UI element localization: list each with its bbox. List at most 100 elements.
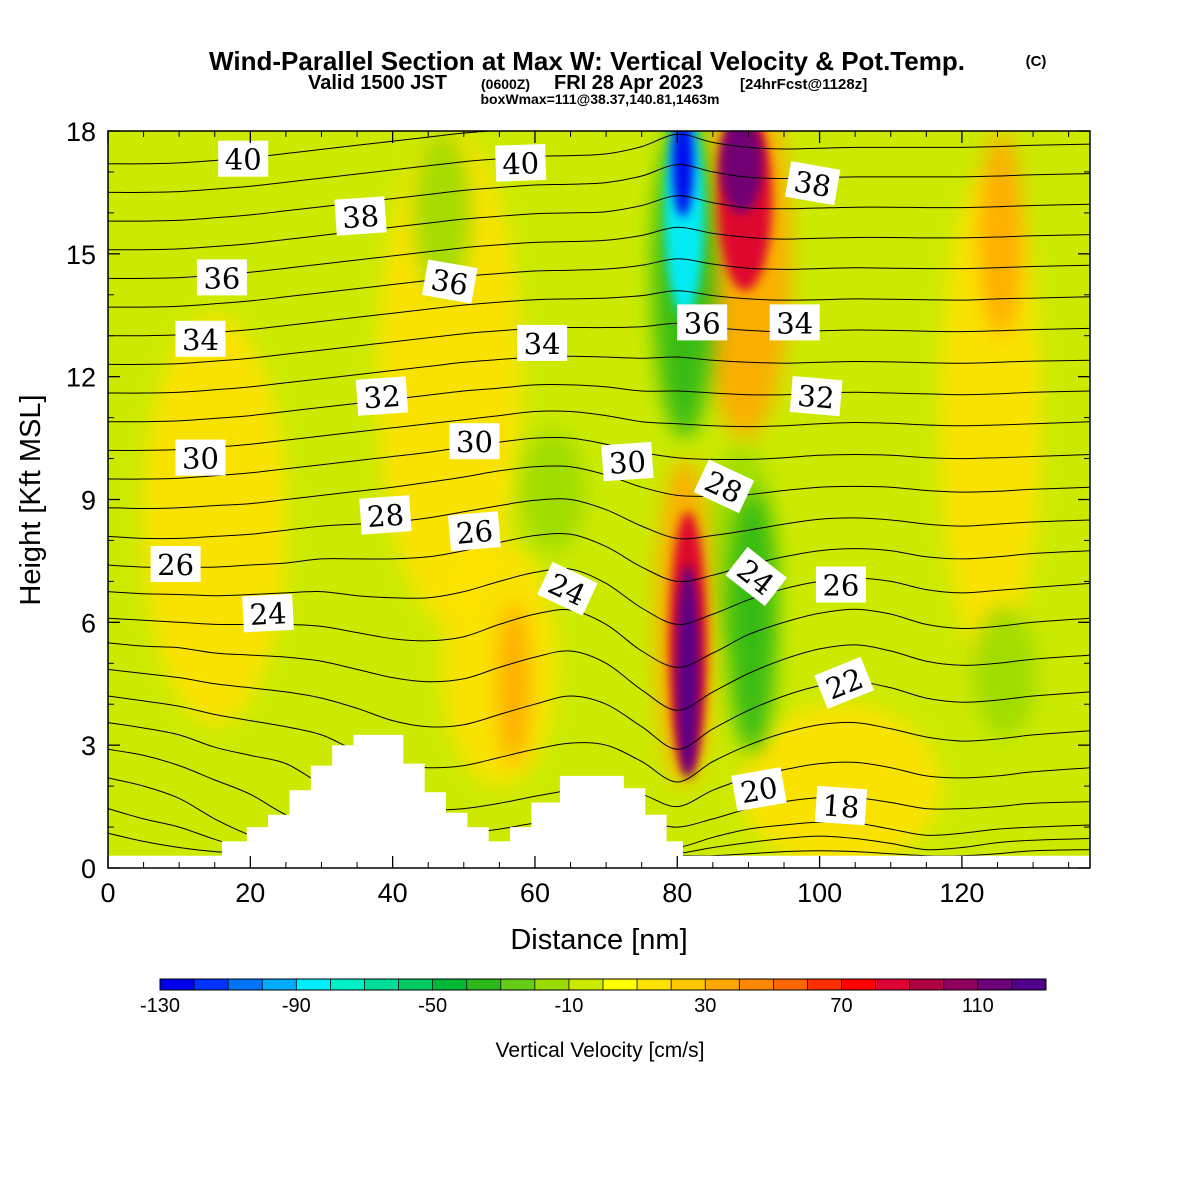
isentrope-30 bbox=[108, 410, 1090, 451]
velocity-updraft-4 bbox=[741, 704, 941, 868]
contour-label-text: 38 bbox=[341, 199, 380, 235]
colorbar-swatch-21 bbox=[875, 979, 911, 990]
y-tick-label-18: 18 bbox=[66, 117, 96, 147]
colorbar-swatch-6 bbox=[364, 979, 400, 990]
contour-label-26-19: 26 bbox=[815, 566, 866, 603]
colorbar-frame bbox=[159, 978, 1047, 991]
contour-label-20-24: 20 bbox=[731, 767, 787, 812]
valid-date-label: FRI 28 Apr 2023 bbox=[554, 72, 703, 94]
contour-label-box bbox=[196, 259, 247, 296]
y-tick-label-15: 15 bbox=[66, 240, 96, 270]
valid-zulu-label: (0600Z) bbox=[481, 76, 530, 92]
contour-label-26-18: 26 bbox=[447, 511, 501, 552]
contour-label-box bbox=[359, 495, 412, 535]
contour-label-text: 32 bbox=[362, 379, 401, 415]
isentrope-36 bbox=[108, 226, 1090, 279]
contour-label-40-0: 40 bbox=[218, 140, 269, 177]
x-tick-label-120: 120 bbox=[939, 878, 984, 908]
isentrope-29 bbox=[108, 436, 1090, 480]
colorbar-tick--50: -50 bbox=[418, 995, 447, 1017]
y-tick-label-9: 9 bbox=[81, 486, 96, 516]
colorbar-swatch-3 bbox=[262, 979, 297, 990]
contour-label-box bbox=[517, 324, 568, 361]
copyright-mark: (C) bbox=[1026, 53, 1047, 70]
contour-label-36-4: 36 bbox=[196, 259, 247, 296]
velocity-updraft-core-19 bbox=[676, 565, 700, 778]
isentrope-37 bbox=[108, 195, 1090, 251]
contour-label-30-13: 30 bbox=[449, 423, 500, 460]
velocity-updraft-11 bbox=[497, 601, 530, 766]
contour-label-text: 26 bbox=[455, 514, 495, 551]
contour-label-box bbox=[175, 320, 226, 357]
x-axis: 0 20 40 60 80 100 120 bbox=[100, 131, 1070, 908]
colorbar-swatch-16 bbox=[705, 979, 740, 990]
contour-label-26-17: 26 bbox=[150, 546, 201, 582]
contour-label-text: 36 bbox=[428, 263, 470, 303]
contour-label-28-15: 28 bbox=[359, 495, 412, 535]
colorbar-swatch-20 bbox=[841, 979, 877, 990]
contour-label-text: 34 bbox=[776, 306, 813, 340]
x-tick-label-0: 0 bbox=[100, 878, 115, 908]
isentrope-28 bbox=[108, 465, 1090, 510]
contour-label-box bbox=[677, 304, 728, 341]
colorbar-swatch-23 bbox=[943, 979, 979, 990]
colorbar-swatch-8 bbox=[432, 979, 468, 990]
contour-label-text: 30 bbox=[456, 425, 493, 459]
colorbar-swatch-18 bbox=[773, 979, 808, 990]
isentrope-35 bbox=[108, 258, 1090, 308]
colorbar-swatch-12 bbox=[568, 979, 604, 990]
contour-label-box bbox=[355, 376, 409, 416]
box-wmax-label: boxWmax=111@38.37,140.81,1463m bbox=[481, 91, 720, 107]
velocity-updraft-core-18 bbox=[719, 131, 763, 213]
contour-label-34-8: 34 bbox=[517, 324, 568, 361]
contour-label-box bbox=[815, 566, 866, 603]
valid-time-label: Valid 1500 JST bbox=[308, 72, 447, 94]
contour-label-box bbox=[769, 304, 820, 341]
contour-label-box bbox=[601, 441, 654, 482]
contour-label-box bbox=[175, 439, 226, 476]
contour-label-text: 34 bbox=[182, 323, 219, 357]
isentrope-39 bbox=[108, 133, 1090, 193]
contour-label-36-6: 36 bbox=[677, 304, 728, 341]
colorbar-swatch-4 bbox=[296, 979, 331, 990]
colorbar-swatch-0 bbox=[160, 979, 195, 990]
x-tick-label-80: 80 bbox=[662, 878, 692, 908]
isentrope-22 bbox=[108, 668, 1090, 750]
velocity-updraft-12 bbox=[979, 131, 1023, 336]
contour-label-30-12: 30 bbox=[175, 439, 226, 476]
contour-label-box bbox=[725, 546, 787, 607]
contour-label-24-20: 24 bbox=[242, 593, 294, 633]
colorbar-swatch-19 bbox=[807, 979, 843, 990]
contour-label-text: 36 bbox=[203, 261, 240, 295]
contour-label-box bbox=[784, 161, 841, 206]
terrain bbox=[108, 734, 1090, 868]
colorbar-swatch-10 bbox=[500, 979, 536, 990]
colorbar-swatch-11 bbox=[534, 979, 570, 990]
colorbar-tick--90: -90 bbox=[282, 995, 311, 1017]
colorbar-swatch-22 bbox=[909, 979, 945, 990]
colorbar-swatch-13 bbox=[603, 979, 638, 990]
y-tick-label-6: 6 bbox=[81, 608, 96, 638]
contour-label-30-14: 30 bbox=[601, 441, 654, 482]
isentrope-31 bbox=[108, 384, 1090, 423]
isentrope-25 bbox=[108, 568, 1090, 625]
x-tick-label-100: 100 bbox=[797, 878, 842, 908]
valid-time-line: Valid 1500 JST (0600Z) FRI 28 Apr 2023 [… bbox=[308, 72, 867, 94]
contour-label-text: 30 bbox=[608, 444, 647, 480]
y-tick-label-3: 3 bbox=[81, 731, 96, 761]
colorbar-swatch-1 bbox=[194, 979, 229, 990]
colorbar-tick--130: -130 bbox=[140, 995, 180, 1017]
x-tick-label-20: 20 bbox=[235, 878, 265, 908]
contour-label-box bbox=[495, 143, 547, 182]
contour-label-text: 26 bbox=[822, 569, 859, 603]
contour-label-box bbox=[449, 423, 500, 460]
contour-label-text: 40 bbox=[225, 143, 262, 177]
y-tick-label-12: 12 bbox=[66, 363, 96, 393]
contour-label-box bbox=[693, 459, 755, 514]
contour-label-text: 30 bbox=[182, 442, 219, 476]
colorbar-swatch-15 bbox=[671, 979, 706, 990]
velocity-downdraft-core-20 bbox=[672, 131, 694, 217]
contour-label-box bbox=[537, 561, 598, 616]
